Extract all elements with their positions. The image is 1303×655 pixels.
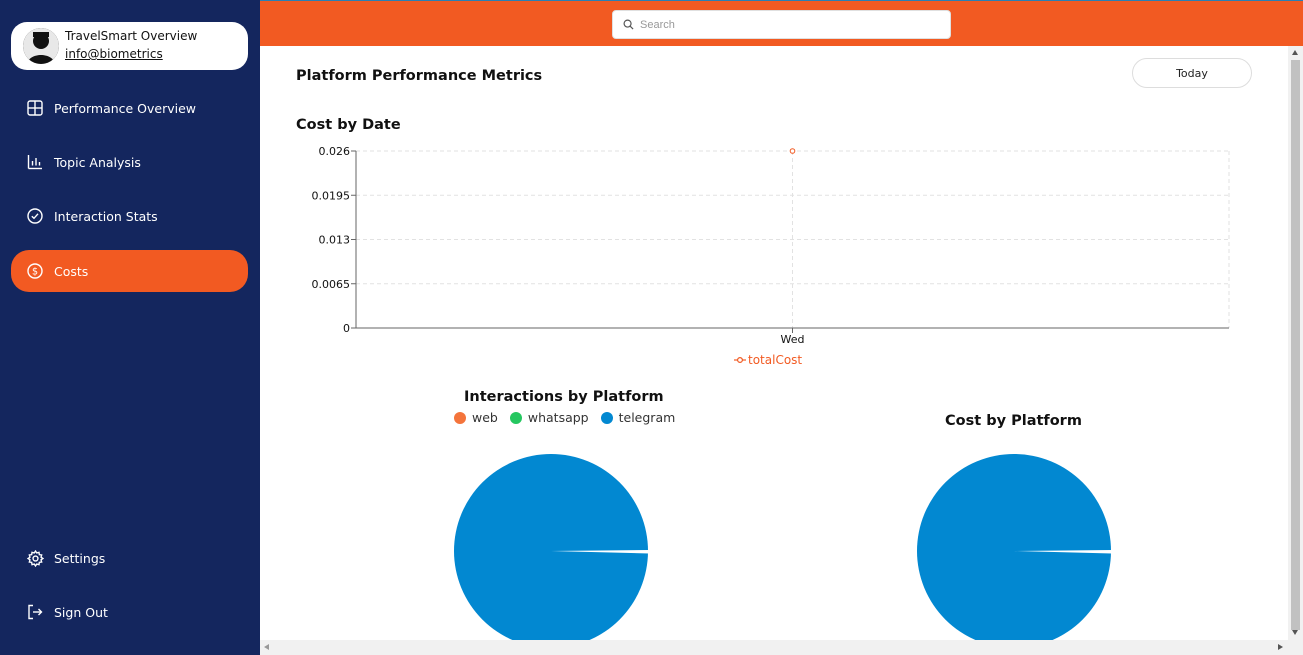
svg-text:$: $	[32, 267, 38, 278]
nav-item-performance-overview[interactable]: Performance Overview	[11, 87, 248, 129]
scroll-right-arrow-icon[interactable]	[1278, 644, 1283, 650]
nav-item-settings[interactable]: Settings	[11, 537, 248, 579]
legend-label: whatsapp	[527, 410, 589, 425]
legend-item-telegram[interactable]: telegram	[600, 410, 676, 425]
legend-dot	[600, 411, 613, 424]
horizontal-scrollbar[interactable]	[260, 640, 1288, 655]
vertical-scroll-thumb[interactable]	[1291, 60, 1300, 630]
sign-out-icon	[26, 603, 44, 621]
main-content: Platform Performance Metrics Today Cost …	[260, 46, 1288, 640]
pie-slice-telegram[interactable]	[454, 454, 648, 640]
dollar-circle-icon: $	[26, 262, 44, 280]
nav-item-topic-analysis[interactable]: Topic Analysis	[11, 141, 248, 183]
pie-slice-separator	[551, 550, 649, 554]
nav-item-sign-out[interactable]: Sign Out	[11, 591, 248, 633]
scroll-left-arrow-icon[interactable]	[264, 644, 269, 650]
bar-chart-icon	[26, 153, 44, 171]
legend-dot	[509, 411, 522, 424]
legend-label: web	[472, 410, 498, 425]
date-range-button[interactable]: Today	[1132, 58, 1252, 88]
cost-by-date-title: Cost by Date	[296, 117, 401, 133]
pie-legend: web whatsapp telegram	[454, 410, 687, 425]
nav-item-label: Interaction Stats	[54, 208, 158, 224]
line-chart-legend[interactable]: totalCost	[734, 353, 802, 367]
pie-slice-separator	[1014, 550, 1112, 554]
y-tick-label: 0.0065	[312, 278, 351, 291]
nav-item-label: Sign Out	[54, 604, 108, 620]
search-box[interactable]	[612, 10, 951, 39]
x-tick-label: Wed	[781, 333, 805, 346]
check-circle-icon	[26, 207, 44, 225]
cost-by-date-chart: 0 0.0065 0.013 0.0195 0.026 Wed	[312, 145, 1230, 346]
legend-series-name: totalCost	[748, 353, 803, 367]
scrollbar-corner	[1288, 640, 1303, 655]
nav-item-label: Costs	[54, 263, 89, 279]
data-point[interactable]	[789, 148, 796, 154]
nav-item-label: Settings	[54, 550, 106, 566]
profile-email-link[interactable]: info@biometrics	[65, 47, 163, 61]
scroll-down-arrow-icon[interactable]	[1292, 630, 1298, 635]
interactions-by-platform-title: Interactions by Platform	[464, 389, 664, 405]
legend-dot	[454, 411, 466, 424]
legend-line-marker-icon	[734, 356, 746, 364]
y-tick-label: 0.013	[319, 234, 351, 247]
profile-card[interactable]: TravelSmart Overview info@biometrics	[11, 22, 248, 70]
legend-label: telegram	[618, 410, 676, 425]
nav-item-label: Performance Overview	[54, 100, 197, 116]
legend-item-web[interactable]: web	[454, 410, 498, 425]
cost-by-platform-pie	[917, 454, 1112, 640]
nav-item-costs[interactable]: $ Costs	[11, 250, 248, 292]
top-bar	[260, 0, 1303, 46]
avatar	[23, 28, 59, 64]
cost-by-platform-title: Cost by Platform	[945, 413, 1082, 429]
profile-name: TravelSmart Overview	[65, 29, 198, 43]
interactions-by-platform-pie	[454, 454, 649, 640]
page-title: Platform Performance Metrics	[296, 68, 543, 84]
y-tick-label: 0	[343, 322, 350, 335]
search-input[interactable]	[640, 18, 940, 31]
y-tick-label: 0.026	[319, 145, 351, 158]
scroll-up-arrow-icon[interactable]	[1292, 50, 1298, 55]
nav-item-label: Topic Analysis	[54, 154, 141, 170]
pie-slice-telegram[interactable]	[917, 454, 1111, 640]
search-icon	[623, 19, 634, 30]
vertical-scrollbar[interactable]	[1288, 46, 1303, 640]
nav-item-interaction-stats[interactable]: Interaction Stats	[11, 195, 248, 237]
sidebar: TravelSmart Overview info@biometrics Per…	[0, 0, 260, 655]
grid-icon	[26, 99, 44, 117]
gear-icon	[26, 549, 44, 567]
y-tick-label: 0.0195	[312, 189, 351, 202]
legend-item-whatsapp[interactable]: whatsapp	[509, 410, 589, 425]
